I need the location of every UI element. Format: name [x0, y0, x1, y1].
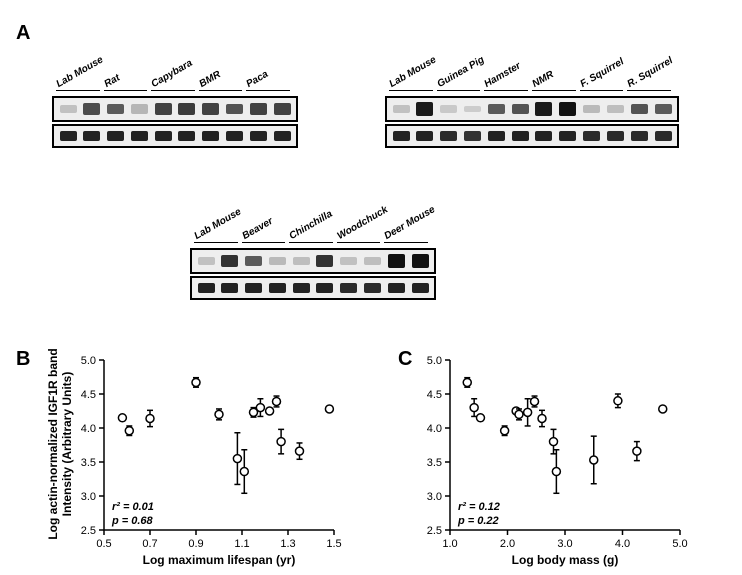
species-label: Lab Mouse: [388, 54, 439, 90]
species-label: Lab Mouse: [193, 206, 244, 242]
species-label: Paca: [245, 69, 271, 90]
svg-text:r² = 0.01: r² = 0.01: [112, 501, 154, 513]
blot-group-1: Lab MouseRat CapybaraBMR Paca IGF1Rβ-Actin: [52, 50, 298, 148]
species-label: NMR: [530, 69, 555, 90]
species-label: F. Squirrel: [578, 56, 625, 90]
panel-letter-a: A: [16, 22, 30, 45]
svg-text:3.0: 3.0: [81, 491, 96, 503]
figure: A B C Lab MouseRatCapybaraBMRPacaIGF1Rβ-…: [10, 10, 732, 555]
plot-b: 0.50.70.91.11.31.52.53.03.54.04.55.0Log …: [104, 360, 334, 575]
gel-actin: β-Actin: [52, 124, 298, 148]
svg-text:0.5: 0.5: [96, 538, 111, 550]
svg-text:5.0: 5.0: [427, 355, 442, 367]
plot-b-y-title: Log actin-normalized IGF1R band Intensit…: [46, 344, 74, 544]
svg-text:4.0: 4.0: [615, 538, 630, 550]
species-label: Beaver: [240, 216, 274, 242]
svg-text:3.5: 3.5: [81, 457, 96, 469]
species-label: Hamster: [483, 60, 523, 90]
svg-text:3.0: 3.0: [557, 538, 572, 550]
svg-text:1.0: 1.0: [442, 538, 457, 550]
species-label: Deer Mouse: [383, 204, 438, 242]
gel-actin: β-Actin: [190, 276, 436, 300]
svg-text:5.0: 5.0: [672, 538, 687, 550]
svg-text:2.0: 2.0: [500, 538, 515, 550]
species-label: Chinchilla: [288, 209, 335, 242]
svg-text:4.0: 4.0: [81, 423, 96, 435]
svg-text:3.0: 3.0: [427, 491, 442, 503]
svg-text:1.3: 1.3: [280, 538, 295, 550]
svg-text:p = 0.68: p = 0.68: [111, 515, 154, 527]
svg-text:4.0: 4.0: [427, 423, 442, 435]
gel-igf1r: IGF1R: [385, 96, 679, 122]
svg-text:r² = 0.12: r² = 0.12: [458, 501, 500, 513]
svg-text:2.5: 2.5: [81, 525, 96, 537]
svg-text:1.5: 1.5: [326, 538, 341, 550]
species-label: Capybara: [150, 58, 195, 90]
svg-text:p = 0.22: p = 0.22: [457, 515, 499, 527]
species-label: BMR: [197, 69, 222, 90]
svg-text:0.9: 0.9: [188, 538, 203, 550]
species-label: Lab Mouse: [55, 54, 106, 90]
species-label: R. Squirrel: [626, 55, 675, 90]
blot-group-2: Lab MouseGuinea PigHamster NMR F. Squirrel…: [385, 50, 679, 148]
panel-letter-c: C: [398, 348, 412, 371]
gel-actin: β-Actin: [385, 124, 679, 148]
gel-igf1r: IGF1R: [190, 248, 436, 274]
species-label: Guinea Pig: [435, 54, 486, 90]
panel-letter-b: B: [16, 348, 30, 371]
svg-text:2.5: 2.5: [427, 525, 442, 537]
svg-text:3.5: 3.5: [427, 457, 442, 469]
svg-text:5.0: 5.0: [81, 355, 96, 367]
svg-text:0.7: 0.7: [142, 538, 157, 550]
species-label: Woodchuck: [335, 204, 389, 242]
gel-igf1r: IGF1R: [52, 96, 298, 122]
blot-group-3: Lab MouseBeaver ChinchillaWoodchuckDeer M…: [190, 202, 436, 300]
svg-text:4.5: 4.5: [81, 389, 96, 401]
plot-c: 1.02.03.04.05.02.53.03.54.04.55.0Log bod…: [450, 360, 680, 575]
svg-text:4.5: 4.5: [427, 389, 442, 401]
species-label: Rat: [102, 72, 121, 90]
svg-text:1.1: 1.1: [234, 538, 249, 550]
